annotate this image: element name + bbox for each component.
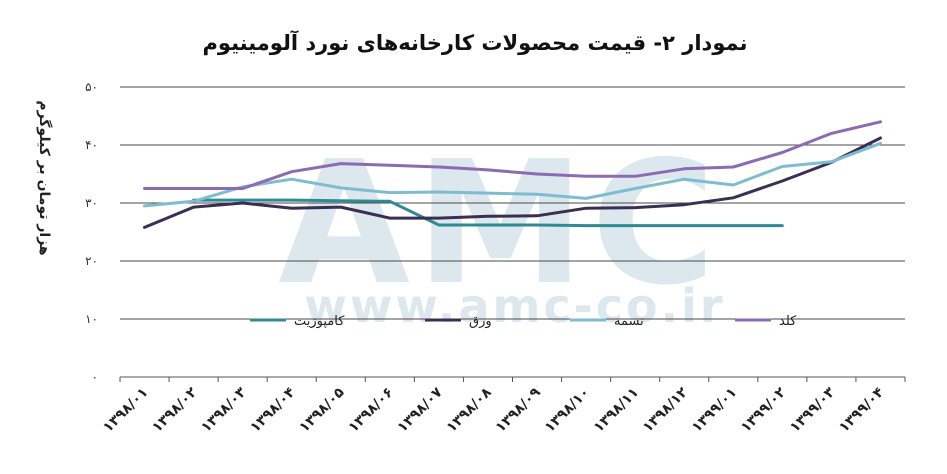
y-tick-label: ۳۰	[85, 196, 98, 210]
watermark-url: www.amc-co.ir	[304, 279, 725, 333]
x-tick-label: ۱۳۹۸/۰۹	[493, 384, 545, 436]
x-tick-label: ۱۳۹۸/۰۳	[198, 384, 250, 436]
chart-title: نمودار ۲- قیمت محصولات کارخانه‌های نورد …	[203, 30, 748, 55]
y-tick-label: ۱۰	[85, 312, 98, 326]
y-tick-label: ۴۰	[85, 138, 98, 152]
series-layer	[143, 120, 882, 229]
x-tick-label: ۱۳۹۹/۰۴	[836, 384, 888, 436]
y-tick-label: ۰	[92, 370, 98, 384]
x-tick-label: ۱۳۹۸/۰۱	[100, 385, 151, 436]
x-tick-label: ۱۳۹۸/۰۶	[345, 385, 396, 436]
legend-label: کلد	[779, 314, 797, 329]
x-tick-label: ۱۳۹۸/۱۱	[591, 385, 642, 436]
legend: کامپوزیت ورق تسمه کلد	[250, 314, 797, 329]
y-tick-labels: ۰ ۱۰ ۲۰ ۳۰ ۴۰ ۵۰	[85, 80, 98, 384]
y-axis-label: هزار تومان بر کیلوگرم	[36, 100, 53, 255]
x-tick-label: ۱۳۹۹/۰۳	[787, 384, 839, 436]
x-tick-label: ۱۳۹۸/۰۸	[444, 384, 496, 436]
series-line	[143, 136, 882, 229]
y-tick-label: ۵۰	[85, 80, 98, 94]
x-tick-label: ۱۳۹۸/۰۷	[395, 384, 447, 436]
x-tick-labels: ۱۳۹۸/۰۱۱۳۹۸/۰۲۱۳۹۸/۰۳۱۳۹۸/۰۴۱۳۹۸/۰۵۱۳۹۸/…	[100, 384, 887, 436]
axes	[119, 376, 906, 382]
watermark-logo: AMC www.amc-co.ir	[278, 125, 725, 333]
x-tick-label: ۱۳۹۸/۰۴	[247, 384, 299, 436]
y-tick-label: ۲۰	[85, 254, 98, 268]
x-tick-label: ۱۳۹۹/۰۱	[689, 385, 740, 436]
legend-label: ورق	[469, 314, 492, 329]
x-tick-label: ۱۳۹۹/۰۲	[738, 384, 790, 436]
legend-label: تسمه	[614, 314, 644, 329]
x-tick-label: ۱۳۹۸/۱۰	[542, 385, 593, 436]
series-line	[192, 198, 784, 228]
x-tick-label: ۱۳۹۸/۰۵	[296, 384, 348, 436]
x-tick-label: ۱۳۹۸/۱۲	[640, 384, 692, 436]
series-line	[143, 120, 882, 190]
x-tick-label: ۱۳۹۸/۰۲	[149, 384, 201, 436]
series-line	[143, 141, 882, 208]
legend-label: کامپوزیت	[294, 314, 345, 329]
